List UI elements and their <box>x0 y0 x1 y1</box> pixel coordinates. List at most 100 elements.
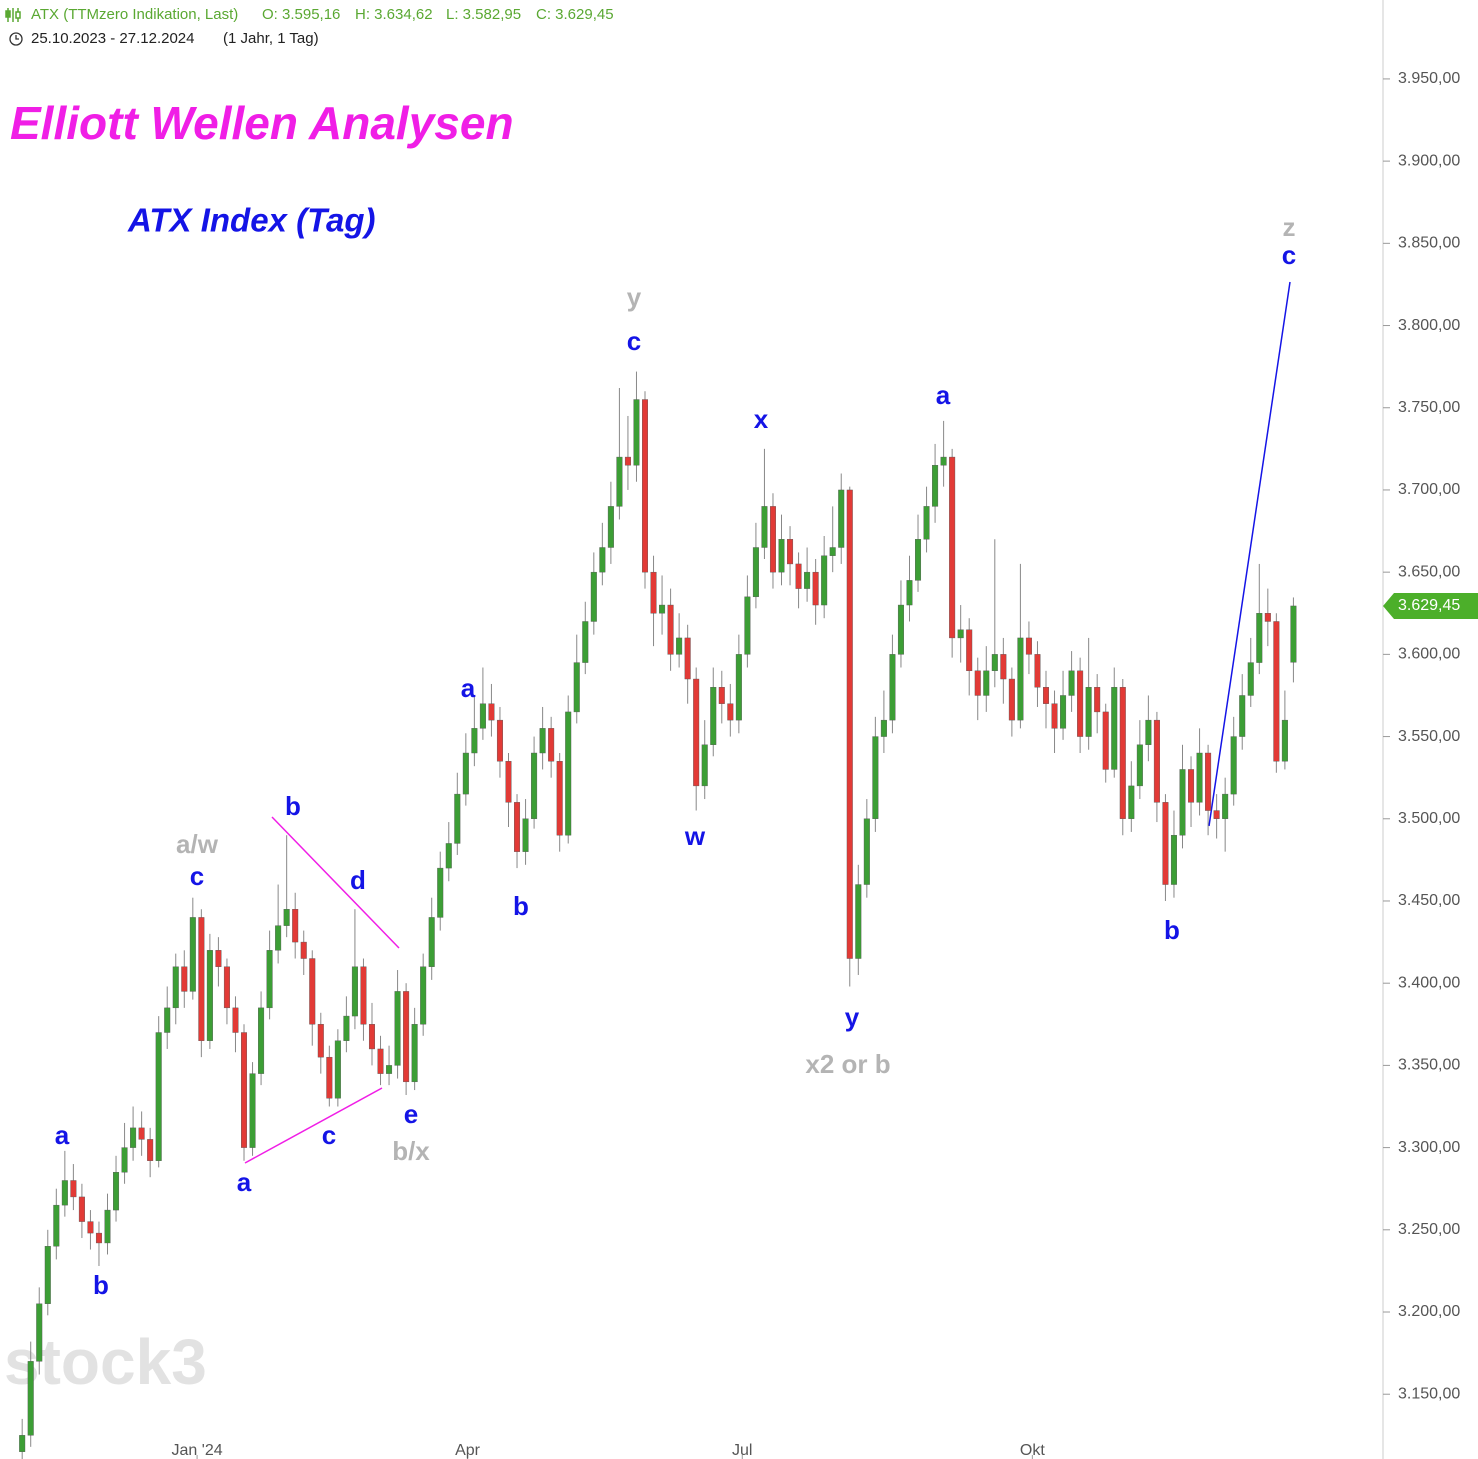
wave-label: a <box>936 380 951 410</box>
candle-body <box>411 1024 418 1083</box>
y-tick-label: 3.250,00 <box>1398 1221 1460 1238</box>
wave-label: a <box>461 673 476 703</box>
x-tick-label: Jul <box>732 1442 752 1459</box>
candle-body <box>1222 793 1229 819</box>
candle-body <box>206 950 213 1041</box>
candle-body <box>880 719 887 737</box>
candle-body <box>428 917 435 967</box>
candle-body <box>718 687 725 704</box>
wave-label: e <box>404 1099 418 1129</box>
wave-label: c <box>190 861 204 891</box>
candle-body <box>1068 670 1075 696</box>
candle-body <box>565 711 572 836</box>
candle-body <box>548 728 555 762</box>
candle-body <box>300 941 307 959</box>
y-tick-label: 3.200,00 <box>1398 1303 1460 1320</box>
candle-body <box>667 604 674 655</box>
candle-body <box>505 761 512 803</box>
candle-body <box>642 399 649 573</box>
candle-body <box>44 1246 51 1304</box>
candle-body <box>155 1032 162 1161</box>
candle-body <box>821 555 828 606</box>
candle-body <box>53 1204 60 1247</box>
candle-body <box>232 1007 239 1033</box>
candle-body <box>676 637 683 655</box>
candle-body <box>556 761 563 836</box>
y-tick-label: 3.700,00 <box>1398 481 1460 498</box>
candle-body <box>957 629 964 639</box>
candle-body <box>189 917 196 992</box>
high-value: H: 3.634,62 <box>355 6 433 23</box>
candle-body <box>394 991 401 1066</box>
candle-body <box>710 687 717 745</box>
y-tick-label: 3.950,00 <box>1398 70 1460 87</box>
candle-body <box>1119 687 1126 819</box>
candle-body <box>855 884 862 959</box>
wave-label: y <box>845 1002 860 1032</box>
y-tick-label: 3.350,00 <box>1398 1057 1460 1074</box>
candle-body <box>633 399 640 466</box>
wave-label: b <box>285 791 301 821</box>
candle-body <box>1170 835 1177 885</box>
wave-label: a/w <box>176 829 219 859</box>
candle-body <box>616 456 623 507</box>
wave-label: b <box>93 1270 109 1300</box>
candle-body <box>684 637 691 680</box>
wave-lines <box>244 281 1291 1164</box>
close-value: C: 3.629,45 <box>536 6 614 23</box>
watermark: stock3 <box>4 1326 207 1398</box>
wave-label: w <box>684 821 706 851</box>
wave-label: x <box>754 404 769 434</box>
wave-label: a <box>55 1120 70 1150</box>
open-value: O: 3.595,16 <box>262 6 340 23</box>
candle-body <box>1153 719 1160 803</box>
candle-body <box>1196 752 1203 803</box>
candle-body <box>1256 613 1263 663</box>
y-tick-label: 3.600,00 <box>1398 646 1460 663</box>
wave-label: x2 or b <box>805 1049 890 1079</box>
candle-body <box>1247 662 1254 696</box>
period: (1 Jahr, 1 Tag) <box>223 30 319 47</box>
candle-body <box>744 596 751 655</box>
y-tick-label: 3.550,00 <box>1398 728 1460 745</box>
last-price-label: 3.629,45 <box>1398 597 1460 614</box>
candle-body <box>539 728 546 754</box>
candle-body <box>121 1147 128 1173</box>
y-tick-label: 3.850,00 <box>1398 235 1460 252</box>
candle-body <box>991 654 998 672</box>
candle-body <box>275 925 282 951</box>
candle-body <box>872 736 879 819</box>
candle-body <box>309 958 316 1025</box>
candle-body <box>804 571 811 589</box>
y-tick-label: 3.300,00 <box>1398 1139 1460 1156</box>
candle-body <box>1034 654 1041 688</box>
wave-label: d <box>350 865 366 895</box>
x-tick-label: Jan '24 <box>172 1442 223 1459</box>
y-tick-label: 3.750,00 <box>1398 399 1460 416</box>
candle-body <box>1188 769 1195 803</box>
candle-body <box>95 1232 102 1244</box>
candle-body <box>283 909 290 926</box>
candle-body <box>1025 637 1032 655</box>
y-tick-label: 3.650,00 <box>1398 563 1460 580</box>
y-tick-label: 3.900,00 <box>1398 152 1460 169</box>
candle-body <box>471 728 478 754</box>
low-value: L: 3.582,95 <box>446 6 521 23</box>
x-tick-label: Apr <box>455 1442 481 1459</box>
candle-body <box>360 966 367 1025</box>
candle-body <box>897 604 904 655</box>
clock-hand <box>15 35 19 40</box>
candle-body <box>266 950 273 1009</box>
candle-body <box>351 966 358 1017</box>
candle-body <box>889 654 896 721</box>
candle-body <box>1000 654 1007 680</box>
candle-body <box>761 506 768 548</box>
wave-label: c <box>627 326 641 356</box>
candle-body <box>650 571 657 614</box>
candle-body <box>522 818 529 852</box>
wave-label: c <box>1282 240 1296 270</box>
candle-body <box>70 1180 77 1198</box>
clock-icon <box>9 32 23 46</box>
candle-body <box>462 752 469 795</box>
candle-body <box>778 539 785 573</box>
